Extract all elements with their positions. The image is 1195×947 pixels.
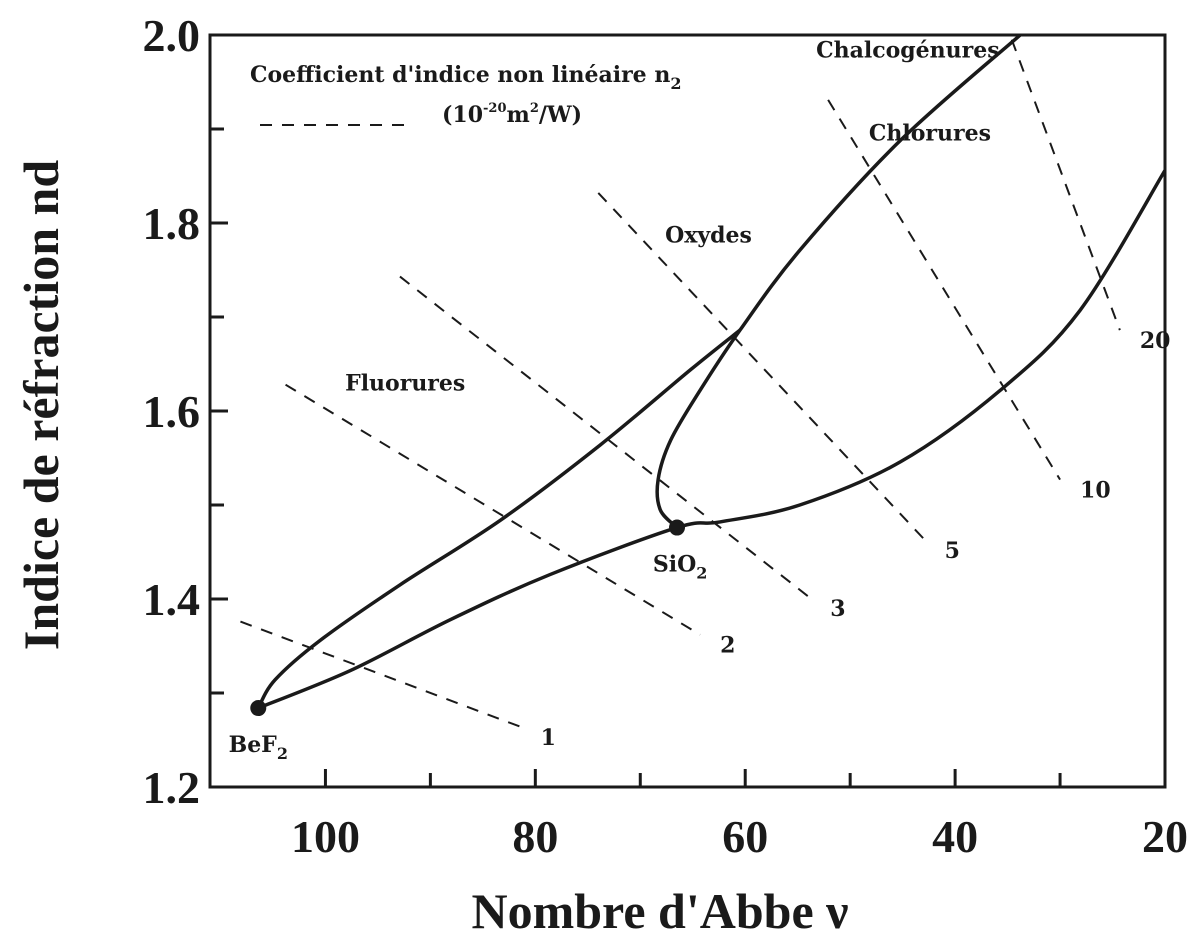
- boundary-curve: [655, 33, 1022, 529]
- legend-title-sub: 2: [670, 74, 681, 93]
- point-label: BeF2: [229, 732, 288, 763]
- region-label: Chlorures: [869, 120, 991, 146]
- point-label-sub: 2: [277, 744, 288, 763]
- x-tick-label: 20: [1142, 811, 1188, 862]
- material-point: [669, 519, 686, 536]
- iso-line-label: 3: [830, 596, 845, 622]
- y-tick-label: 1.8: [143, 198, 201, 249]
- x-tick-label: 80: [512, 811, 558, 862]
- legend-unit-part: m: [507, 102, 530, 128]
- y-tick-label: 1.2: [143, 762, 201, 813]
- legend-title-main: Coefficient d'indice non linéaire n: [250, 62, 670, 88]
- iso-line: [1010, 39, 1121, 331]
- region-label: Chalcogénures: [816, 38, 1000, 64]
- iso-line: [597, 192, 926, 541]
- iso-line: [827, 99, 1061, 481]
- material-point: [250, 700, 267, 717]
- iso-line: [240, 620, 521, 728]
- region-label: Oxydes: [665, 223, 752, 249]
- iso-line: [285, 383, 701, 636]
- legend-unit-part: /W): [539, 102, 582, 128]
- boundary-curve: [257, 169, 1167, 710]
- point-label: SiO2: [653, 552, 708, 583]
- iso-line-label: 2: [720, 633, 735, 659]
- iso-line-label: 20: [1140, 328, 1171, 354]
- iso-line-label: 5: [945, 538, 960, 564]
- x-tick-label: 100: [291, 811, 360, 862]
- iso-line: [399, 275, 811, 599]
- legend-unit-part: (10: [442, 102, 483, 128]
- point-label-main: SiO: [653, 552, 696, 578]
- y-axis-label: Indice de réfraction nd: [13, 160, 69, 650]
- y-tick-label: 2.0: [143, 10, 201, 61]
- legend-title: Coefficient d'indice non linéaire n2: [250, 62, 681, 93]
- region-label: Fluorures: [345, 370, 465, 396]
- x-tick-label: 60: [722, 811, 768, 862]
- x-axis-label: Nombre d'Abbe ν: [471, 883, 848, 939]
- legend-unit: (10-20m2/W): [442, 101, 582, 128]
- iso-line-label: 1: [541, 725, 556, 751]
- y-tick-label: 1.4: [143, 574, 201, 625]
- point-label-sub: 2: [696, 564, 707, 583]
- legend-unit-sup: -20: [483, 101, 507, 116]
- iso-line-label: 10: [1080, 478, 1111, 504]
- boundary-curve: [256, 328, 742, 709]
- y-tick-label: 1.6: [143, 386, 201, 437]
- legend-unit-sup: 2: [530, 101, 539, 116]
- point-label-main: BeF: [229, 732, 278, 758]
- x-tick-label: 40: [932, 811, 978, 862]
